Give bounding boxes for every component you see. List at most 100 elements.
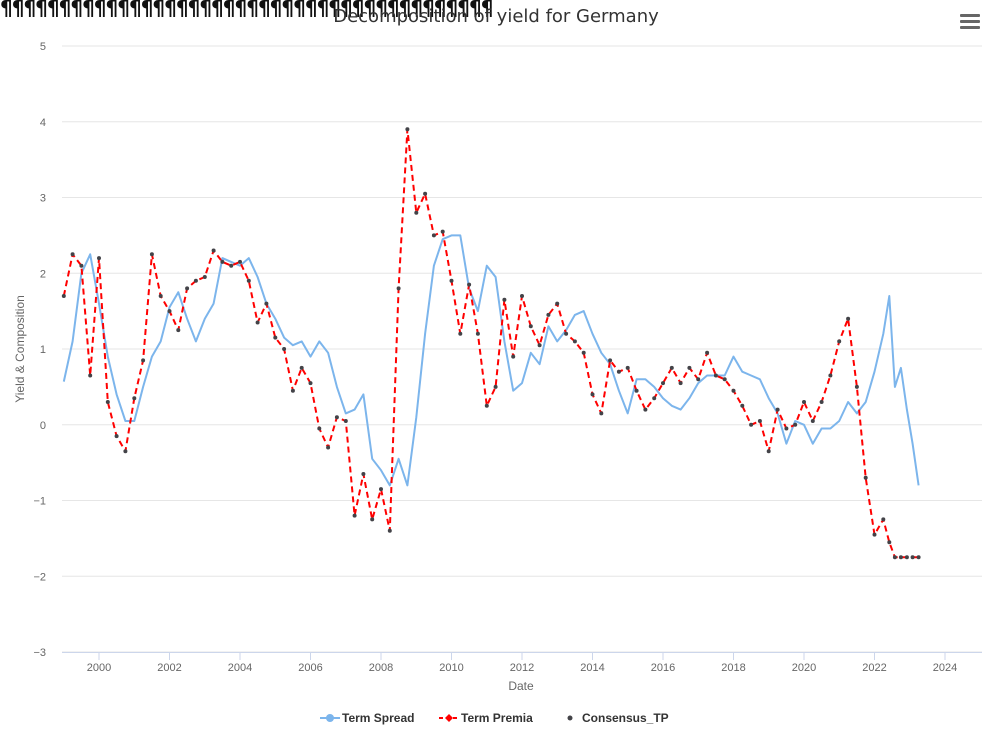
x-tick-label: 2008 — [369, 662, 393, 674]
consensus-tp-point — [802, 400, 806, 404]
consensus-tp-point — [775, 407, 780, 412]
consensus-tp-point — [273, 335, 278, 340]
consensus-tp-point — [872, 532, 877, 537]
consensus-tp-point — [599, 411, 604, 416]
consensus-tp-point — [387, 528, 392, 533]
consensus-tp-point — [405, 127, 410, 132]
menu-bar — [960, 14, 980, 17]
x-axis-title: Date — [508, 679, 534, 693]
consensus-tp-point — [528, 324, 533, 329]
x-tick-label: 2018 — [721, 662, 745, 674]
grid-lines — [62, 45, 982, 653]
consensus-tp-point — [326, 445, 331, 450]
consensus-tp-point — [414, 210, 419, 215]
consensus-tp-point — [484, 403, 489, 408]
consensus-tp-point — [898, 555, 903, 560]
consensus-tp-point — [616, 369, 621, 374]
y-tick-label: 2 — [40, 268, 46, 280]
consensus-tp-point — [881, 517, 886, 522]
consensus-tp-point — [493, 384, 498, 389]
consensus-tp-point — [634, 388, 639, 393]
consensus-tp-point — [740, 403, 745, 408]
consensus-tp-point — [158, 294, 163, 298]
consensus-tp-point — [255, 320, 260, 325]
x-tick-label: 2000 — [87, 662, 111, 674]
y-tick-label: −2 — [33, 571, 46, 583]
x-tick-label: 2012 — [510, 662, 534, 674]
consensus-tp-point — [854, 384, 859, 389]
consensus-tp-point — [246, 278, 251, 283]
consensus-tp-point — [749, 422, 754, 427]
consensus-tp-point — [370, 517, 375, 522]
y-tick-label: 4 — [40, 117, 46, 129]
consensus-tp-point — [61, 294, 66, 298]
consensus-tp-point — [220, 259, 225, 264]
consensus-tp-point — [193, 278, 198, 283]
consensus-tp-point — [511, 354, 516, 359]
consensus-tp-point — [537, 343, 542, 348]
consensus-tp-point — [132, 396, 137, 401]
consensus-tp-point — [88, 373, 93, 378]
consensus-tp-point — [70, 252, 75, 257]
x-axis — [62, 652, 982, 660]
x-tick-label: 2004 — [228, 662, 252, 674]
x-tick-label: 2002 — [157, 662, 181, 674]
consensus-tp-point — [97, 256, 101, 261]
consensus-tp-point — [652, 396, 657, 401]
consensus-tp-point — [837, 339, 842, 344]
consensus-tp-point — [661, 381, 665, 386]
consensus-tp-point — [141, 358, 146, 363]
consensus-tp-point — [863, 475, 868, 480]
menu-bar — [960, 20, 980, 23]
y-tick-label: −1 — [33, 496, 46, 508]
consensus-tp-point — [564, 331, 569, 336]
consensus-tp-point — [290, 388, 295, 393]
series-layer — [61, 127, 921, 560]
consensus-tp-point — [669, 365, 674, 370]
consensus-tp-point — [308, 381, 313, 386]
consensus-tp-point — [846, 316, 851, 321]
consensus-tp-point — [502, 297, 507, 302]
consensus-tp-point — [904, 555, 909, 560]
consensus-tp-point — [238, 259, 242, 264]
legend-label-consensus-tp: Consensus_TP — [582, 711, 669, 725]
hamburger-menu-icon[interactable] — [958, 12, 982, 34]
series-line-term-premia — [62, 128, 919, 559]
consensus-tp-point — [590, 392, 595, 397]
consensus-tp-point — [810, 419, 815, 423]
series-markers-consensus-tp — [61, 127, 921, 560]
x-tick-label: 2010 — [439, 662, 463, 674]
x-tick-label: 2014 — [580, 662, 604, 674]
y-tick-label: 5 — [40, 41, 46, 53]
consensus-tp-point — [643, 407, 648, 412]
consensus-tp-point — [229, 263, 234, 268]
consensus-tp-point — [185, 286, 190, 291]
x-tick-label: 2024 — [933, 662, 957, 674]
consensus-tp-point — [731, 388, 736, 393]
consensus-tp-point — [114, 434, 119, 439]
consensus-tp-point — [892, 555, 897, 560]
consensus-tp-point — [449, 278, 454, 283]
chart-title: Decomposition of yield for Germany — [333, 6, 659, 27]
consensus-tp-point — [520, 294, 524, 298]
consensus-tp-point — [379, 487, 383, 492]
consensus-tp-point — [202, 275, 207, 279]
consensus-tp-point — [475, 331, 480, 336]
consensus-tp-point — [176, 328, 181, 333]
consensus-tp-point — [916, 555, 921, 560]
consensus-tp-point — [713, 373, 718, 378]
consensus-tp-point — [887, 540, 892, 545]
consensus-tp-point — [440, 229, 445, 234]
consensus-tp-point — [828, 373, 833, 378]
consensus-tp-point — [282, 347, 287, 351]
x-tick-label: 2022 — [862, 662, 886, 674]
consensus-tp-point — [79, 263, 84, 268]
consensus-tp-point — [678, 381, 683, 386]
consensus-tp-point — [467, 282, 472, 287]
consensus-tp-point — [581, 350, 586, 355]
consensus-tp-point — [352, 513, 357, 518]
consensus-tp-point — [793, 422, 798, 427]
y-axis-title: Yield & Composition — [13, 295, 27, 403]
consensus-tp-point — [722, 377, 727, 382]
